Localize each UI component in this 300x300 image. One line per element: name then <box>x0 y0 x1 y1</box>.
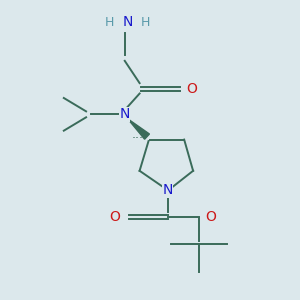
Text: H: H <box>141 16 150 29</box>
Text: O: O <box>206 210 216 224</box>
Text: O: O <box>109 210 120 224</box>
Text: N: N <box>119 107 130 121</box>
Text: O: O <box>186 82 197 96</box>
Text: N: N <box>163 183 173 197</box>
Text: H: H <box>105 16 115 29</box>
Polygon shape <box>128 119 149 139</box>
Text: N: N <box>122 15 133 29</box>
Text: ···: ··· <box>132 132 144 145</box>
